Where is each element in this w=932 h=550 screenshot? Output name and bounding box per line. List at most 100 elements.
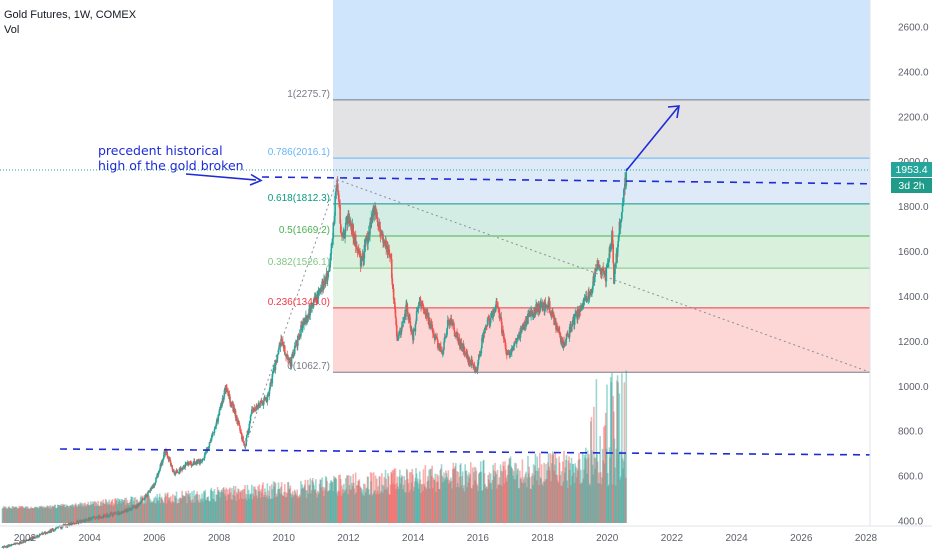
- volume-bar: [316, 497, 318, 523]
- candle-body: [266, 394, 269, 403]
- candle-body: [159, 464, 162, 470]
- candle-body: [614, 264, 616, 275]
- candle-body: [430, 323, 432, 328]
- candle: [363, 239, 366, 265]
- volume-bar: [107, 501, 109, 523]
- candle: [534, 306, 536, 319]
- target-arrow-shaft[interactable]: [625, 105, 680, 172]
- volume-bar: [339, 479, 342, 523]
- candle-body: [512, 345, 515, 347]
- candle-body: [10, 545, 12, 546]
- candle-body: [400, 326, 403, 332]
- candle-body: [421, 305, 424, 306]
- candle: [265, 396, 267, 402]
- candle-body: [111, 512, 113, 515]
- candle-body: [479, 353, 482, 355]
- candle-body: [145, 494, 147, 496]
- volume-bar: [449, 482, 452, 523]
- volume-bar: [399, 483, 402, 523]
- volume-bar: [7, 507, 9, 523]
- volume-bar: [38, 507, 40, 523]
- volume-bar: [185, 491, 187, 523]
- volume-bar: [13, 506, 15, 523]
- candle: [541, 299, 544, 312]
- candle-body: [40, 533, 43, 535]
- volume-bar: [436, 481, 439, 523]
- volume-bar: [137, 502, 140, 523]
- candle: [612, 239, 615, 266]
- candle-body: [20, 541, 23, 544]
- candle: [446, 315, 449, 330]
- volume-bar: [221, 489, 223, 523]
- candle-body: [387, 247, 390, 250]
- volume-indicator-label[interactable]: Vol: [4, 24, 19, 36]
- volume-bar: [343, 489, 346, 523]
- candle-body: [625, 172, 628, 186]
- candle-body: [123, 511, 126, 513]
- candle-body: [117, 511, 120, 515]
- candle: [180, 465, 182, 472]
- volume-bar: [330, 480, 333, 523]
- candle: [530, 305, 532, 321]
- volume-bar: [392, 470, 395, 523]
- volume-bar: [115, 500, 117, 523]
- volume-bar: [538, 485, 540, 523]
- volume-bar: [110, 501, 113, 523]
- candle-body: [471, 359, 473, 362]
- candle-body: [171, 468, 174, 473]
- fib-trend-line-up[interactable]: [244, 179, 338, 448]
- volume-bar: [97, 500, 99, 523]
- candle-body: [106, 514, 108, 517]
- volume-bar: [496, 488, 498, 523]
- volume-bar: [290, 497, 293, 523]
- volume-bar: [45, 507, 48, 523]
- volume-bar: [65, 507, 67, 523]
- volume-bar: [264, 488, 266, 523]
- resistance-dashed-line[interactable]: [261, 176, 891, 185]
- volume-bar: [319, 479, 322, 523]
- candle-body: [153, 484, 155, 488]
- volume-bar: [171, 494, 174, 523]
- volume-bar: [366, 487, 368, 523]
- volume-bar: [489, 483, 491, 523]
- volume-bar: [394, 468, 397, 523]
- volume-bar: [356, 485, 358, 523]
- time-axis[interactable]: 2002 2004 2006 2008 2010 2012 2014 2016 2018 2020…: [14, 533, 878, 544]
- volume-bar: [417, 488, 420, 523]
- volume-bar: [239, 491, 241, 523]
- candle: [32, 535, 34, 541]
- candle-body: [309, 305, 312, 315]
- annotation-arrow-shaft[interactable]: [185, 173, 257, 181]
- candle-body: [463, 347, 466, 355]
- volume-bar: [137, 503, 139, 523]
- support-dashed-line[interactable]: [59, 448, 891, 456]
- candle-body: [430, 323, 433, 325]
- volume-bar: [579, 483, 582, 523]
- candle-body: [50, 530, 53, 532]
- volume-bar: [184, 496, 187, 523]
- volume-bar: [607, 486, 610, 523]
- volume-bar: [564, 467, 567, 523]
- candle-body: [293, 345, 296, 355]
- candle: [127, 508, 130, 512]
- candle-body: [178, 471, 180, 474]
- volume-bar: [599, 435, 601, 523]
- candle: [114, 512, 116, 513]
- volume-bar: [160, 496, 163, 523]
- volume-bar: [348, 484, 351, 523]
- volume-bar: [506, 475, 509, 523]
- candle: [421, 300, 424, 306]
- volume-bar: [220, 490, 223, 523]
- candle: [151, 485, 154, 489]
- volume-bar: [547, 453, 550, 523]
- candle-body: [424, 311, 427, 315]
- volume-bar: [71, 504, 74, 523]
- candle: [219, 402, 222, 411]
- candle-body: [78, 521, 81, 523]
- candle-body: [199, 460, 201, 464]
- volume-bar: [73, 505, 75, 523]
- volume-bar: [173, 495, 176, 523]
- volume-bar: [613, 411, 615, 523]
- candle: [204, 452, 206, 459]
